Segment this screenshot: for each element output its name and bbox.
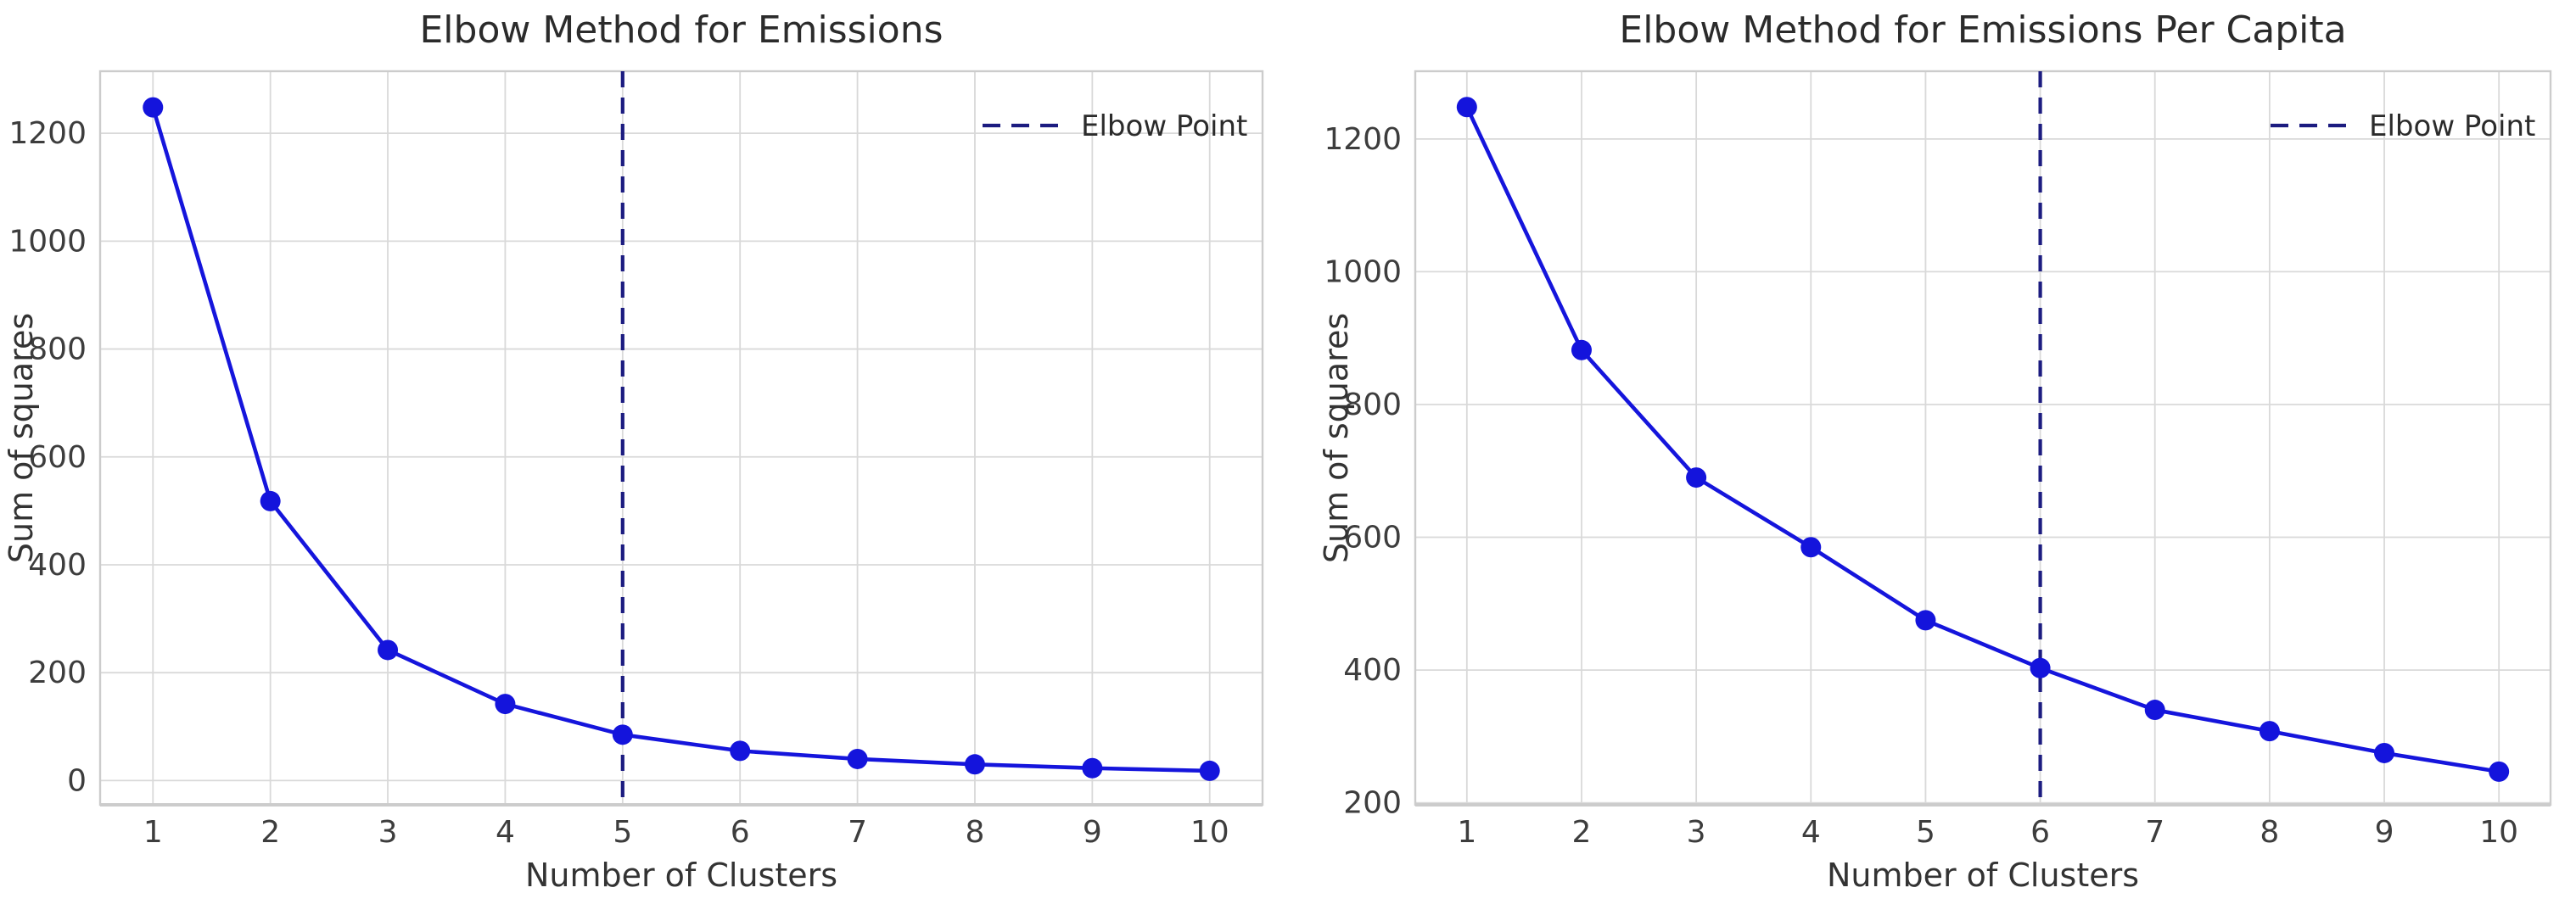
series-line: [151, 106, 1210, 773]
y-tick-label: 600: [1343, 521, 1402, 555]
data-point-marker: [260, 490, 281, 511]
data-point-marker: [1456, 97, 1477, 118]
data-point-marker: [495, 694, 516, 715]
x-tick-label: 6: [731, 815, 750, 850]
y-axis-label: Sum of squares: [3, 313, 40, 563]
chart-title: Elbow Method for Emissions Per Capita: [1619, 8, 2346, 52]
elbow-chart-emissions-per-capita-plot: 1 2 3 4 5 6 7 8 9 10 200 400 600 800 1000 1200 Elbow Met…: [1288, 0, 2576, 921]
x-tick-label: 8: [2260, 815, 2279, 850]
x-tick-label: 3: [1687, 815, 1706, 850]
data-point-marker: [2030, 657, 2051, 678]
data-point-marker: [964, 754, 985, 775]
data-point-marker: [612, 724, 633, 745]
y-tick-label: 400: [1343, 653, 1402, 688]
x-tick-label: 5: [613, 815, 632, 850]
data-point-marker: [1199, 760, 1220, 781]
y-tick-label: 400: [28, 548, 87, 583]
y-tick-label: 1200: [8, 116, 87, 151]
x-tick-label: 9: [1083, 815, 1102, 850]
x-tick-label: 3: [378, 815, 398, 850]
x-tick-label: 1: [1457, 815, 1476, 850]
series-line: [1464, 106, 2500, 774]
data-point-marker: [2374, 742, 2395, 763]
x-tick-label: 6: [2030, 815, 2050, 850]
data-point-marker: [378, 639, 399, 661]
data-point-marker: [1082, 757, 1103, 779]
data-point-marker: [1800, 537, 1822, 558]
x-tick-label: 9: [2375, 815, 2394, 850]
data-point-marker: [1686, 467, 1707, 488]
y-tick-label: 200: [1343, 786, 1402, 821]
y-axis-label: Sum of squares: [1318, 313, 1355, 563]
chart-title: Elbow Method for Emissions: [419, 8, 943, 52]
y-tick-label: 800: [1343, 388, 1402, 422]
x-axis-label: Number of Clusters: [1827, 857, 2139, 894]
y-tick-label: 200: [28, 656, 87, 690]
x-tick-label: 1: [143, 815, 163, 850]
x-tick-label: 10: [1190, 815, 1229, 850]
data-point-marker: [143, 97, 164, 118]
y-tick-label: 800: [28, 332, 87, 367]
data-point-marker: [730, 740, 751, 762]
data-point-marker: [1915, 610, 1936, 631]
x-tick-label: 10: [2479, 815, 2518, 850]
x-tick-label: 7: [848, 815, 867, 850]
y-tick-label: 0: [67, 763, 87, 798]
elbow-chart-emissions-plot: 1 2 3 4 5 6 7 8 9 10 0 200 400 600 800 1000 1200 Elbow Me…: [3, 8, 1264, 894]
x-tick-label: 8: [966, 815, 985, 850]
data-point-marker: [2259, 721, 2280, 742]
data-point-marker: [847, 748, 868, 769]
y-tick-label: 600: [28, 440, 87, 475]
legend-label: Elbow Point: [1081, 109, 1247, 143]
x-tick-label: 4: [496, 815, 515, 850]
y-tick-label: 1200: [1324, 122, 1402, 157]
data-point-marker: [2144, 700, 2165, 721]
y-tick-label: 1000: [8, 224, 87, 259]
plot-background: [1288, 0, 2576, 921]
x-tick-label: 5: [1916, 815, 1935, 850]
elbow-chart-emissions: 1 2 3 4 5 6 7 8 9 10 0 200 400 600 800 1000 1200 Elbow Me…: [3, 8, 1264, 894]
elbow-chart-emissions-per-capita: 1 2 3 4 5 6 7 8 9 10 200 400 600 800 1000 1200 Elbow Met…: [1288, 0, 2576, 921]
x-tick-label: 4: [1801, 815, 1821, 850]
x-tick-label: 7: [2145, 815, 2164, 850]
x-tick-label: 2: [260, 815, 280, 850]
y-tick-label: 1000: [1324, 254, 1402, 289]
x-tick-label: 2: [1572, 815, 1592, 850]
x-axis-label: Number of Clusters: [525, 857, 837, 894]
data-point-marker: [2489, 761, 2510, 782]
legend-label: Elbow Point: [2369, 109, 2535, 143]
data-point-marker: [1571, 339, 1592, 360]
